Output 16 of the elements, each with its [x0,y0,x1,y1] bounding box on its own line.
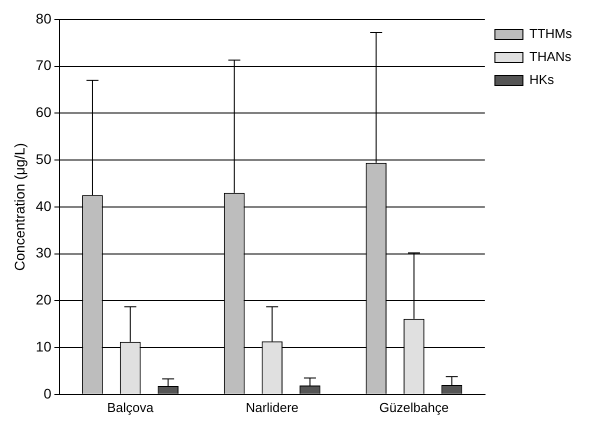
y-tick-label: 20 [36,292,52,308]
y-tick-label: 60 [36,104,52,120]
y-axis-title: Concentration (μg/L) [11,142,28,271]
y-tick-label: 10 [36,338,52,354]
y-tick-label: 50 [36,150,52,167]
y-tick-label: 0 [44,385,52,402]
x-tick-label: Narlidere [246,400,299,415]
x-tick-label: Balçova [107,400,154,415]
y-tick-label: 70 [36,57,52,74]
legend-label: HKs [529,72,554,88]
x-tick-label: Güzelbahçe [379,400,449,415]
y-tick-label: 80 [36,10,52,26]
y-tick-label: 40 [36,198,52,214]
y-tick-label: 30 [36,244,52,261]
legend-label: THANs [529,49,572,64]
legend-label: TTHMs [529,26,572,42]
